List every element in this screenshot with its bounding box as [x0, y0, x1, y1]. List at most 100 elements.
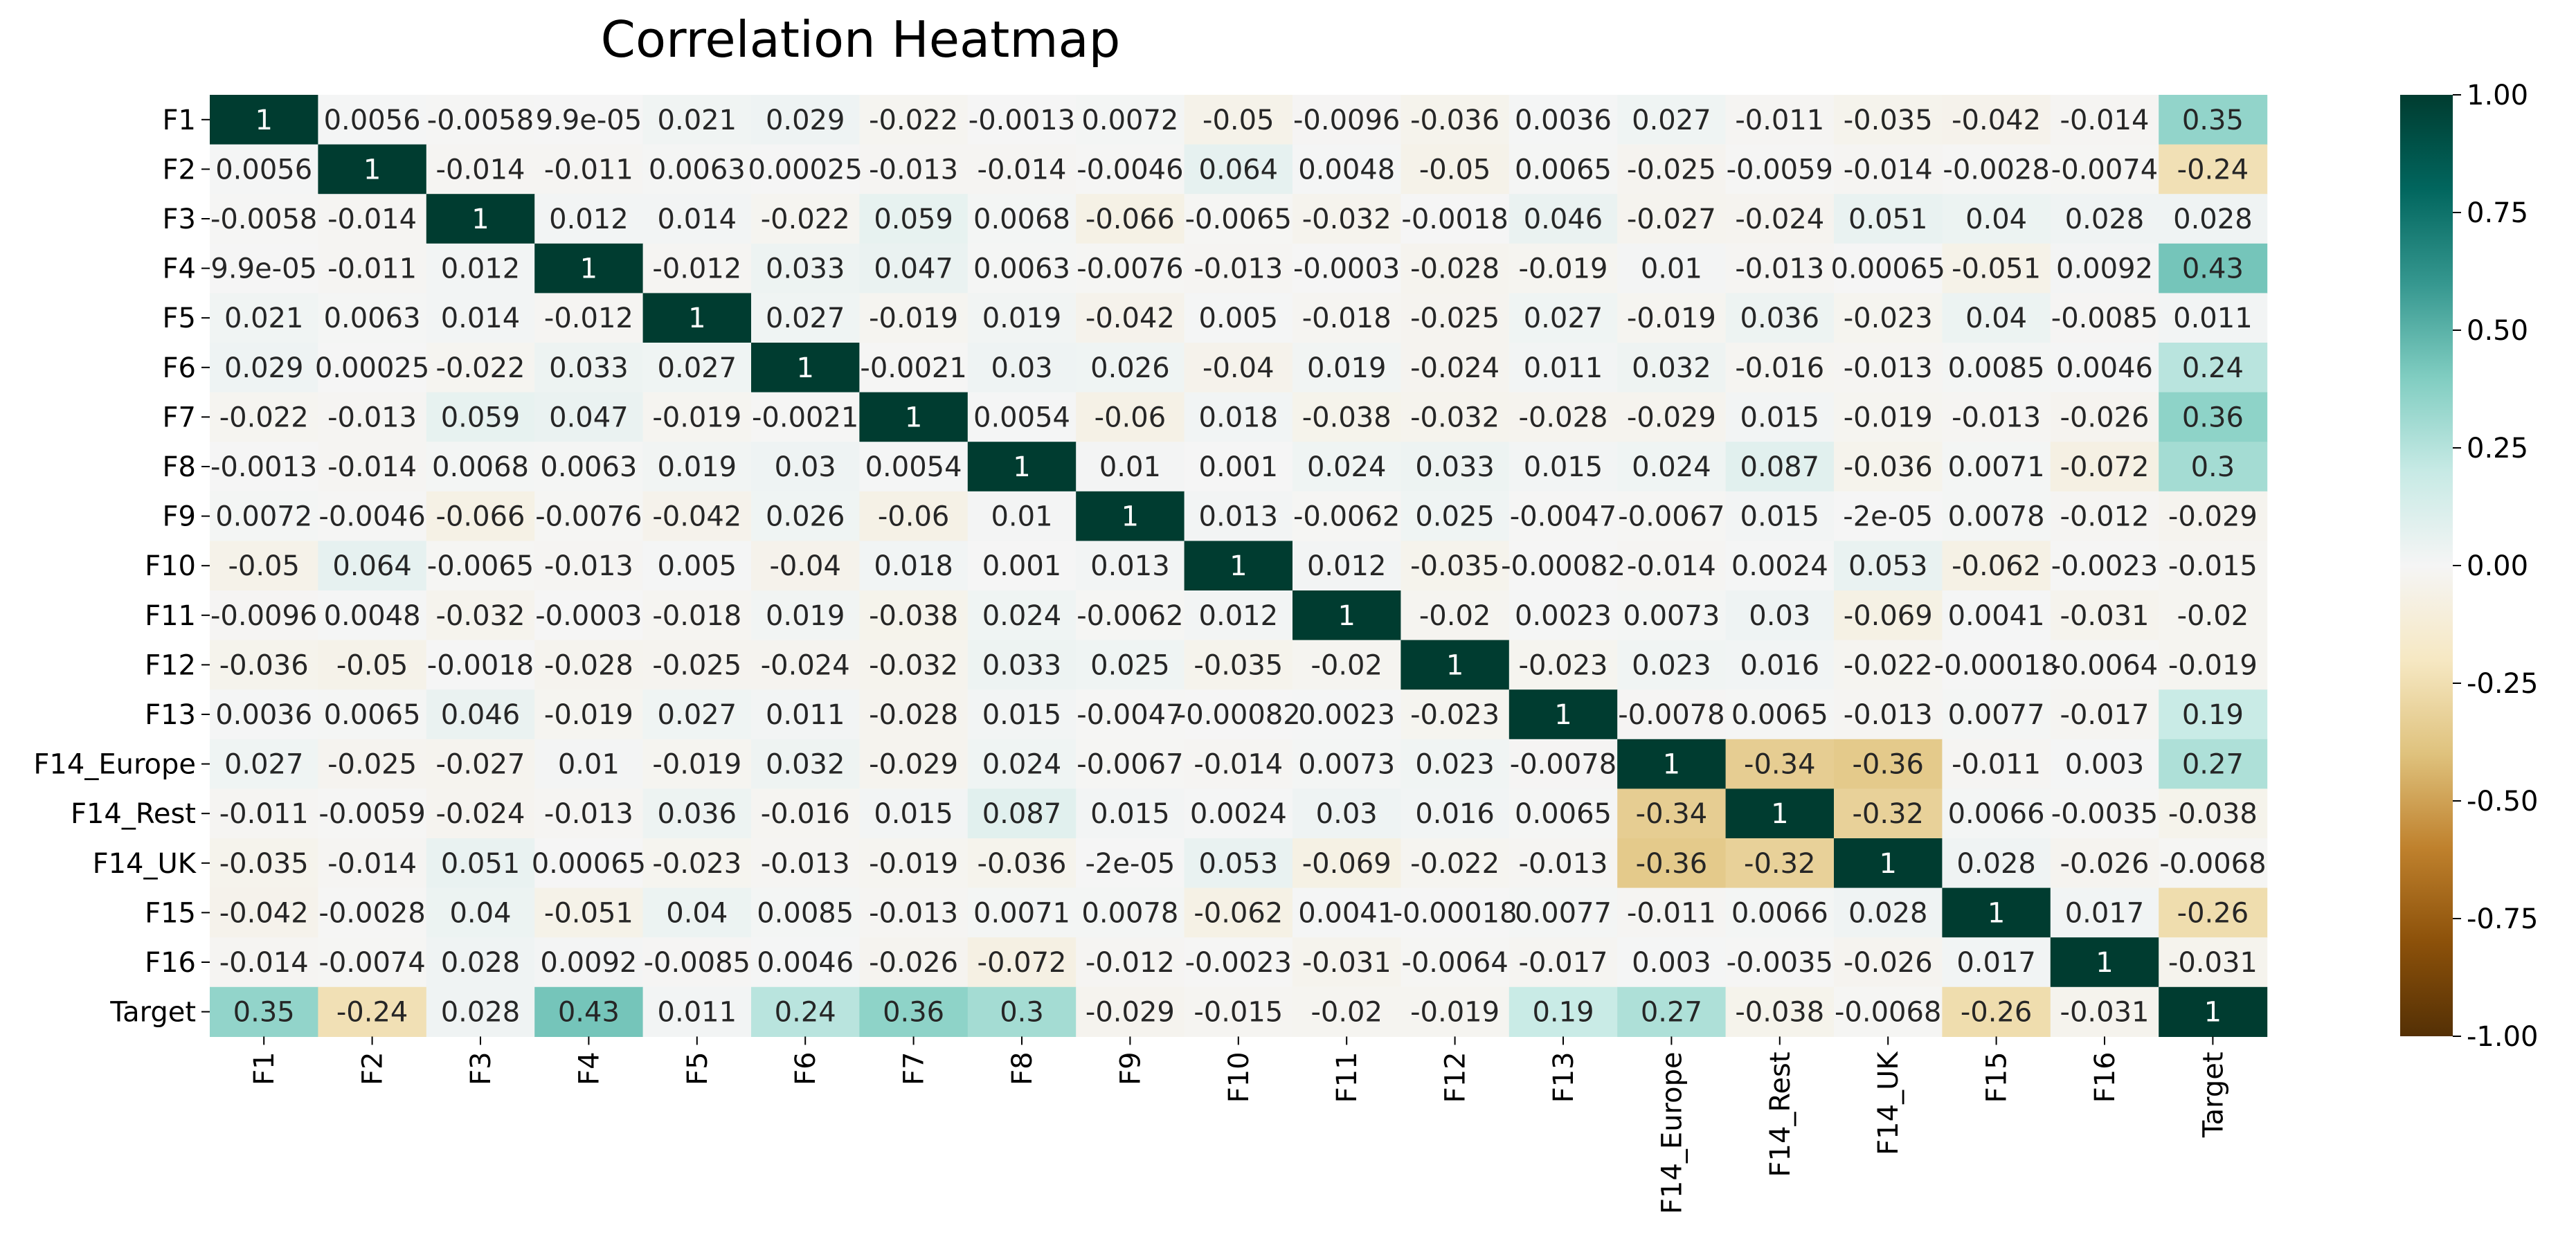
cell-annotation: -0.025 — [1410, 303, 1499, 334]
cell-annotation: 0.00065 — [532, 848, 646, 880]
cell-annotation: -0.012 — [2060, 501, 2150, 533]
cell-annotation: -0.0046 — [318, 501, 425, 533]
cell-annotation: 0.015 — [874, 798, 953, 830]
heatmap-cell — [1292, 293, 1401, 343]
heatmap-cell — [1076, 491, 1185, 541]
heatmap-cell — [642, 144, 752, 195]
heatmap-cell — [426, 986, 535, 1037]
x-tick-label: F9 — [1115, 1051, 1146, 1085]
heatmap-cell — [210, 392, 318, 442]
cell-annotation: 0.43 — [2182, 253, 2244, 285]
heatmap-cell — [534, 243, 644, 294]
heatmap-cell — [318, 293, 427, 343]
heatmap-cell — [1617, 838, 1727, 889]
colorbar-tick-label: -0.50 — [2467, 786, 2539, 818]
cell-annotation: -0.062 — [1952, 550, 2041, 582]
y-tick-label: F14_UK — [93, 848, 197, 880]
cell-annotation: -0.0085 — [2051, 303, 2158, 334]
cell-annotation: 1 — [1771, 798, 1788, 830]
cell-annotation: -0.0047 — [1077, 699, 1183, 731]
heatmap-cell — [1292, 343, 1401, 393]
heatmap-cell — [751, 640, 860, 690]
cell-annotation: 0.0085 — [1948, 352, 2045, 384]
heatmap-cell — [1400, 293, 1510, 343]
heatmap-cell — [859, 95, 969, 145]
x-tick-label: F14_Europe — [1656, 1051, 1688, 1214]
heatmap-cell — [859, 144, 969, 195]
heatmap-cell — [1834, 541, 1943, 591]
heatmap-cell — [1834, 986, 1943, 1037]
cell-annotation: 0.019 — [658, 451, 737, 483]
cell-annotation: -0.014 — [327, 451, 417, 483]
heatmap-cell — [210, 739, 318, 789]
heatmap-cell — [1834, 144, 1943, 195]
x-tick-label: F3 — [465, 1051, 497, 1085]
cell-annotation: -0.011 — [1952, 749, 2041, 781]
heatmap-cell — [1834, 392, 1943, 442]
heatmap-cell — [534, 986, 644, 1037]
cell-annotation: 0.028 — [2065, 204, 2145, 235]
heatmap-cell — [1400, 144, 1510, 195]
cell-annotation: -0.022 — [1844, 649, 1933, 681]
heatmap-cell — [1076, 343, 1185, 393]
cell-annotation: -0.072 — [978, 947, 1067, 979]
x-tick-label: F4 — [573, 1051, 605, 1085]
cell-annotation: 9.9e-05 — [210, 253, 317, 285]
cell-annotation: 1 — [1663, 749, 1680, 781]
heatmap-cell — [534, 293, 644, 343]
heatmap-cell — [1834, 194, 1943, 244]
heatmap-cell — [210, 788, 318, 839]
cell-annotation: 1 — [2096, 947, 2113, 979]
cell-annotation: 0.0056 — [215, 154, 312, 186]
x-tick-label: F2 — [357, 1051, 389, 1085]
heatmap-cell — [318, 343, 427, 393]
cell-annotation: -0.013 — [1844, 699, 1933, 731]
heatmap-cell — [1184, 491, 1293, 541]
heatmap-cell — [210, 293, 318, 343]
colorbar-ticks: 1.00 0.75 0.50 0.25 0.00 -0.25 -0.50 -0.75 -1.00 — [2453, 80, 2539, 1053]
cell-annotation: -0.022 — [869, 105, 958, 136]
cell-annotation: -0.02 — [1310, 997, 1382, 1029]
cell-annotation: -0.042 — [219, 897, 309, 929]
cell-annotation: -0.032 — [1410, 401, 1499, 433]
heatmap-cell — [2159, 689, 2268, 740]
y-tick-label: F4 — [163, 253, 196, 285]
cell-annotation: 0.064 — [332, 550, 412, 582]
heatmap-cell — [1834, 243, 1943, 294]
cell-annotation: -0.0058 — [427, 105, 534, 136]
heatmap-cell — [1508, 640, 1618, 690]
heatmap-cell — [534, 343, 644, 393]
cell-annotation: -0.00082 — [1501, 550, 1625, 582]
heatmap-cell — [1184, 293, 1293, 343]
cell-annotation: -0.0035 — [2051, 798, 2158, 830]
cell-annotation: 0.01 — [1099, 451, 1161, 483]
heatmap-cell — [751, 95, 860, 145]
heatmap-cell — [859, 838, 969, 889]
cell-annotation: 0.005 — [1199, 303, 1279, 334]
colorbar — [2400, 95, 2453, 1036]
cell-annotation: -0.014 — [978, 154, 1067, 186]
x-tick-label: F13 — [1548, 1051, 1580, 1103]
cell-annotation: -0.022 — [1410, 848, 1499, 880]
heatmap-cell — [859, 590, 969, 641]
cell-annotation: -0.012 — [652, 253, 741, 285]
cell-annotation: -0.06 — [878, 501, 950, 533]
y-tick-label: F14_Europe — [33, 749, 196, 781]
cell-annotation: -0.0065 — [1185, 204, 1292, 235]
heatmap-cell — [2159, 243, 2268, 294]
heatmap-cell — [1942, 243, 2051, 294]
cell-annotation: 0.032 — [1632, 352, 1711, 384]
heatmap-cell — [859, 541, 969, 591]
heatmap-cell — [2159, 937, 2268, 988]
cell-annotation: -2e-05 — [1843, 501, 1933, 533]
cell-annotation: 0.019 — [982, 303, 1062, 334]
cell-annotation: -0.0096 — [1293, 105, 1400, 136]
heatmap-cell — [210, 541, 318, 591]
heatmap-cell — [318, 144, 427, 195]
heatmap-cell — [1725, 937, 1835, 988]
heatmap-cell — [318, 243, 427, 294]
heatmap-cell — [967, 541, 1077, 591]
cell-annotation: -0.02 — [2177, 600, 2249, 632]
cell-annotation: 0.35 — [233, 997, 295, 1029]
cell-annotation: -0.032 — [436, 600, 525, 632]
